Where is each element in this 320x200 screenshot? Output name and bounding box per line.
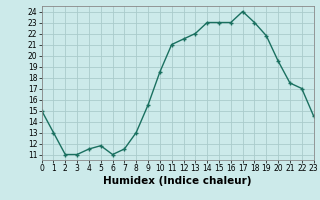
X-axis label: Humidex (Indice chaleur): Humidex (Indice chaleur) bbox=[103, 176, 252, 186]
